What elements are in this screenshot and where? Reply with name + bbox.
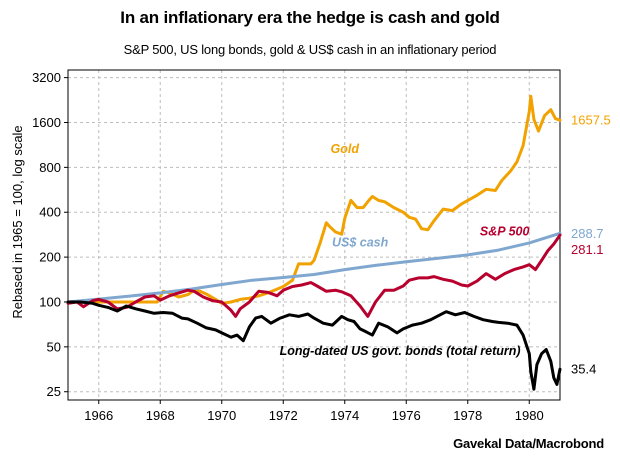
chart-subtitle: S&P 500, US long bonds, gold & US$ cash … <box>123 42 497 57</box>
y-tick-label: 25 <box>47 384 61 399</box>
end-value-label: 35.4 <box>571 362 596 377</box>
series-line-long-dated-us-govt-bonds-total-return <box>66 300 562 391</box>
series-line-s-p-500 <box>66 233 562 318</box>
series-annotation: Long-dated US govt. bonds (total return) <box>280 344 521 358</box>
y-tick-label: 200 <box>39 250 61 265</box>
y-tick-label: 50 <box>47 339 61 354</box>
x-axis: 1966 1968 1970 1972 1974 1976 1978 1980 <box>84 400 544 423</box>
series-line-us-cash <box>66 231 562 304</box>
y-tick-label: 100 <box>39 294 61 309</box>
x-tick-label: 1976 <box>392 408 421 423</box>
end-value-label: 281.1 <box>571 242 604 257</box>
series-annotation: S&P 500 <box>480 224 530 238</box>
x-tick-label: 1980 <box>515 408 544 423</box>
y-tick-label: 3200 <box>32 70 61 85</box>
x-tick-label: 1972 <box>269 408 298 423</box>
y-tick-label: 800 <box>39 160 61 175</box>
y-tick-label: 400 <box>39 205 61 220</box>
x-tick-label: 1978 <box>453 408 482 423</box>
y-axis: 25 50 100 200 400 800 1600 3200 <box>32 70 68 399</box>
series-annotation: US$ cash <box>332 236 389 250</box>
y-tick-label: 1600 <box>32 115 61 130</box>
series-lines <box>66 94 562 391</box>
x-tick-label: 1970 <box>207 408 236 423</box>
series-annotation: Gold <box>331 142 360 156</box>
source-note: Gavekal Data/Macrobond <box>453 436 604 451</box>
end-value-label: 288.7 <box>571 226 604 241</box>
series-annotations: Gold US$ cash S&P 500 Long-dated US govt. b… <box>280 142 530 358</box>
x-tick-label: 1968 <box>146 408 175 423</box>
y-axis-label: Rebased in 1965 = 100, log scale <box>10 125 25 318</box>
end-value-label: 1657.5 <box>571 113 611 128</box>
x-tick-label: 1966 <box>84 408 113 423</box>
x-tick-label: 1974 <box>330 408 359 423</box>
chart-title: In an inflationary era the hedge is cash… <box>120 8 500 27</box>
